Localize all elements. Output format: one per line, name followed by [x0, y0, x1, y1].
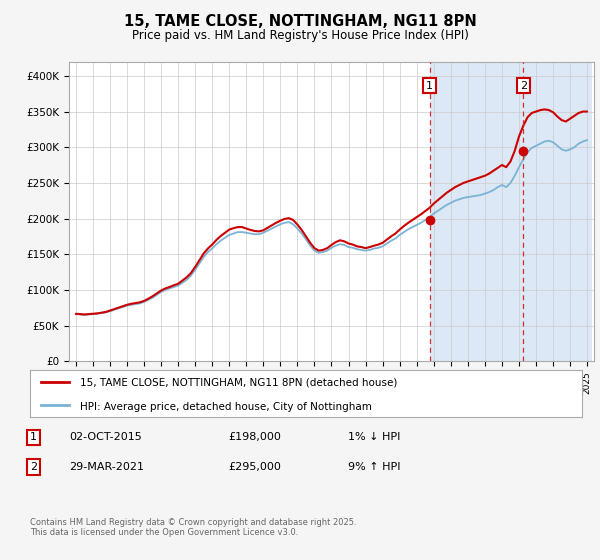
Text: £198,000: £198,000 [228, 432, 281, 442]
Bar [430, 62, 592, 361]
Text: 1: 1 [30, 432, 37, 442]
Text: 02-OCT-2015: 02-OCT-2015 [69, 432, 142, 442]
Text: 2: 2 [520, 81, 527, 91]
Text: 15, TAME CLOSE, NOTTINGHAM, NG11 8PN: 15, TAME CLOSE, NOTTINGHAM, NG11 8PN [124, 14, 476, 29]
Text: £295,000: £295,000 [228, 462, 281, 472]
Text: 2: 2 [30, 462, 37, 472]
Text: 1% ↓ HPI: 1% ↓ HPI [348, 432, 400, 442]
Text: 15, TAME CLOSE, NOTTINGHAM, NG11 8PN (detached house): 15, TAME CLOSE, NOTTINGHAM, NG11 8PN (de… [80, 378, 397, 388]
Text: 29-MAR-2021: 29-MAR-2021 [69, 462, 144, 472]
Text: 9% ↑ HPI: 9% ↑ HPI [348, 462, 401, 472]
Text: Price paid vs. HM Land Registry's House Price Index (HPI): Price paid vs. HM Land Registry's House … [131, 29, 469, 42]
Text: HPI: Average price, detached house, City of Nottingham: HPI: Average price, detached house, City… [80, 402, 371, 412]
Text: 1: 1 [426, 81, 433, 91]
Text: Contains HM Land Registry data © Crown copyright and database right 2025.
This d: Contains HM Land Registry data © Crown c… [30, 518, 356, 538]
